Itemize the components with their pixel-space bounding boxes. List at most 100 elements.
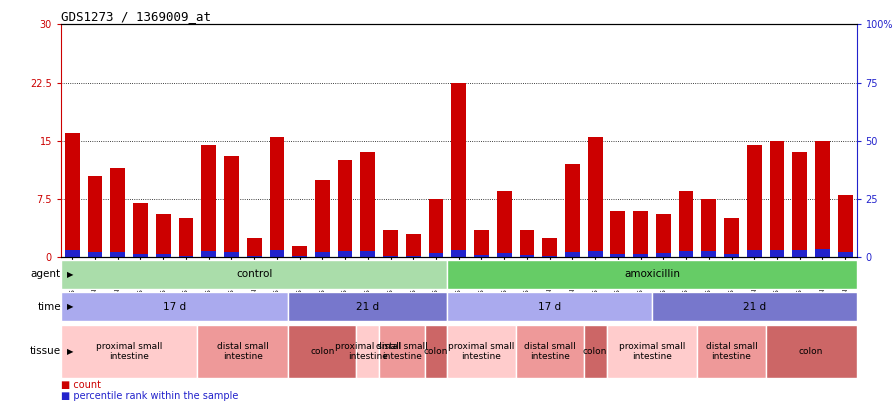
Bar (383, 230, 398, 257)
Text: control: control (236, 269, 272, 279)
Text: ■ percentile rank within the sample: ■ percentile rank within the sample (61, 391, 238, 401)
Text: colon: colon (424, 347, 448, 356)
Bar (702, 199, 716, 257)
Bar (224, 156, 239, 257)
Bar (447, 260, 857, 289)
Text: proximal small
intestine: proximal small intestine (334, 342, 401, 361)
Bar (246, 256, 262, 257)
Text: GDS1273 / 1369009_at: GDS1273 / 1369009_at (61, 10, 211, 23)
Bar (270, 250, 284, 257)
Text: proximal small
intestine: proximal small intestine (96, 342, 162, 361)
Bar (383, 256, 398, 257)
Bar (202, 251, 216, 257)
Bar (588, 137, 602, 257)
Text: distal small
intestine: distal small intestine (376, 342, 427, 361)
Text: tissue: tissue (30, 346, 61, 356)
Bar (610, 254, 625, 257)
Bar (360, 251, 375, 257)
Bar (815, 249, 830, 257)
Bar (588, 251, 602, 257)
Bar (88, 252, 102, 257)
Bar (770, 141, 784, 257)
Bar (315, 252, 330, 257)
Bar (338, 251, 352, 257)
Text: ▶: ▶ (67, 347, 73, 356)
Bar (156, 215, 170, 257)
Bar (134, 203, 148, 257)
Bar (65, 250, 80, 257)
Text: 21 d: 21 d (743, 302, 766, 312)
Bar (838, 195, 853, 257)
Text: proximal small
intestine: proximal small intestine (448, 342, 514, 361)
Bar (88, 176, 102, 257)
Bar (584, 325, 607, 377)
Bar (406, 234, 421, 257)
Text: ■ count: ■ count (61, 379, 101, 390)
Bar (565, 252, 580, 257)
Bar (447, 325, 515, 377)
Bar (652, 292, 857, 322)
Bar (289, 292, 447, 322)
Text: 17 d: 17 d (163, 302, 186, 312)
Bar (360, 152, 375, 257)
Bar (838, 252, 853, 257)
Bar (270, 137, 284, 257)
Text: proximal small
intestine: proximal small intestine (619, 342, 685, 361)
Bar (452, 83, 466, 257)
Bar (815, 141, 830, 257)
Bar (747, 250, 762, 257)
Bar (474, 230, 489, 257)
Bar (520, 255, 534, 257)
Text: distal small
intestine: distal small intestine (524, 342, 575, 361)
Bar (656, 215, 671, 257)
Bar (633, 211, 648, 257)
Bar (724, 254, 739, 257)
Bar (289, 325, 357, 377)
Bar (178, 256, 194, 257)
Text: colon: colon (310, 347, 334, 356)
Bar (474, 255, 489, 257)
Bar (428, 199, 444, 257)
Bar (197, 325, 289, 377)
Bar (61, 260, 447, 289)
Bar (406, 256, 421, 257)
Bar (610, 211, 625, 257)
Bar (452, 250, 466, 257)
Bar (110, 168, 125, 257)
Bar (246, 238, 262, 257)
Bar (496, 253, 512, 257)
Bar (447, 292, 652, 322)
Bar (61, 325, 197, 377)
Bar (792, 250, 807, 257)
Bar (515, 325, 584, 377)
Bar (770, 250, 784, 257)
Text: colon: colon (583, 347, 607, 356)
Text: distal small
intestine: distal small intestine (706, 342, 757, 361)
Bar (678, 191, 694, 257)
Text: 21 d: 21 d (357, 302, 379, 312)
Bar (134, 254, 148, 257)
Text: ▶: ▶ (67, 302, 73, 311)
Text: agent: agent (30, 269, 61, 279)
Bar (496, 191, 512, 257)
Bar (747, 145, 762, 257)
Text: ▶: ▶ (67, 270, 73, 279)
Bar (292, 256, 307, 257)
Bar (724, 218, 739, 257)
Bar (792, 152, 807, 257)
Bar (202, 145, 216, 257)
Bar (565, 164, 580, 257)
Bar (379, 325, 425, 377)
Bar (315, 179, 330, 257)
Bar (178, 218, 194, 257)
Bar (61, 292, 289, 322)
Text: time: time (38, 302, 61, 312)
Bar (338, 160, 352, 257)
Bar (357, 325, 379, 377)
Bar (292, 245, 307, 257)
Bar (607, 325, 697, 377)
Bar (428, 253, 444, 257)
Bar (656, 253, 671, 257)
Bar (110, 252, 125, 257)
Bar (633, 254, 648, 257)
